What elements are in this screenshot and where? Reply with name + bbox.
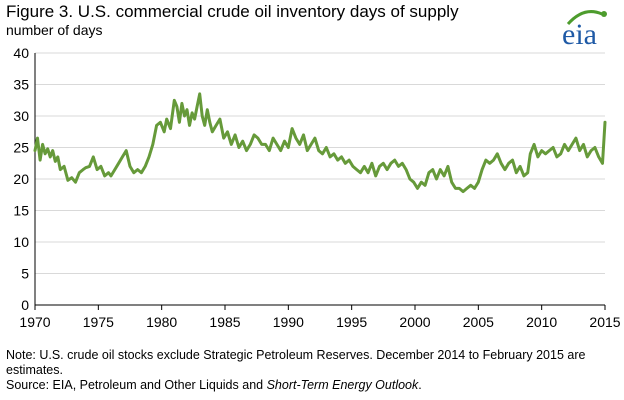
source-suffix: .	[418, 378, 422, 392]
eia-logo: eia	[562, 10, 607, 48]
source-prefix: Source: EIA, Petroleum and Other Liquids…	[6, 378, 267, 392]
x-tick-label: 1995	[336, 314, 367, 330]
y-tick-label: 20	[13, 171, 29, 187]
chart-title: Figure 3. U.S. commercial crude oil inve…	[6, 2, 459, 21]
logo-dot	[601, 11, 607, 17]
y-axis-ticks: 0 5 10 15 20 25 30 35 40	[13, 45, 29, 313]
y-tick-label: 25	[13, 140, 29, 156]
gridlines	[35, 52, 605, 274]
y-tick-label: 5	[21, 266, 29, 282]
y-axis-unit-label: number of days	[6, 22, 103, 38]
logo-text: eia	[562, 18, 597, 48]
y-tick-label: 40	[13, 45, 29, 61]
series-layer	[33, 92, 607, 194]
source-italic: Short-Term Energy Outlook	[266, 378, 419, 392]
x-tick-label: 1990	[273, 314, 304, 330]
axes	[34, 53, 605, 306]
x-tick-label: 2000	[399, 314, 430, 330]
logo-swoosh	[566, 10, 603, 26]
x-tick-label: 2010	[526, 314, 557, 330]
x-tick-label: 1985	[209, 314, 240, 330]
y-tick-label: 0	[21, 297, 29, 313]
x-tick-label: 2015	[589, 314, 620, 330]
series-line-days-of-supply	[33, 92, 607, 194]
y-tick-label: 15	[13, 203, 29, 219]
x-tick-label: 2005	[463, 314, 494, 330]
y-tick-label: 10	[13, 234, 29, 250]
y-tick-label: 30	[13, 108, 29, 124]
x-tick-label: 1975	[83, 314, 114, 330]
x-axis-ticks: 1970 1975 1980 1985 1990 1995 2000 2005 2010 2015	[19, 305, 621, 330]
source-line: Source: EIA, Petroleum and Other Liquids…	[6, 378, 618, 393]
x-tick-label: 1970	[19, 314, 50, 330]
footnote: Note: U.S. crude oil stocks exclude Stra…	[6, 348, 586, 377]
y-tick-label: 35	[13, 77, 29, 93]
x-tick-label: 1980	[146, 314, 177, 330]
